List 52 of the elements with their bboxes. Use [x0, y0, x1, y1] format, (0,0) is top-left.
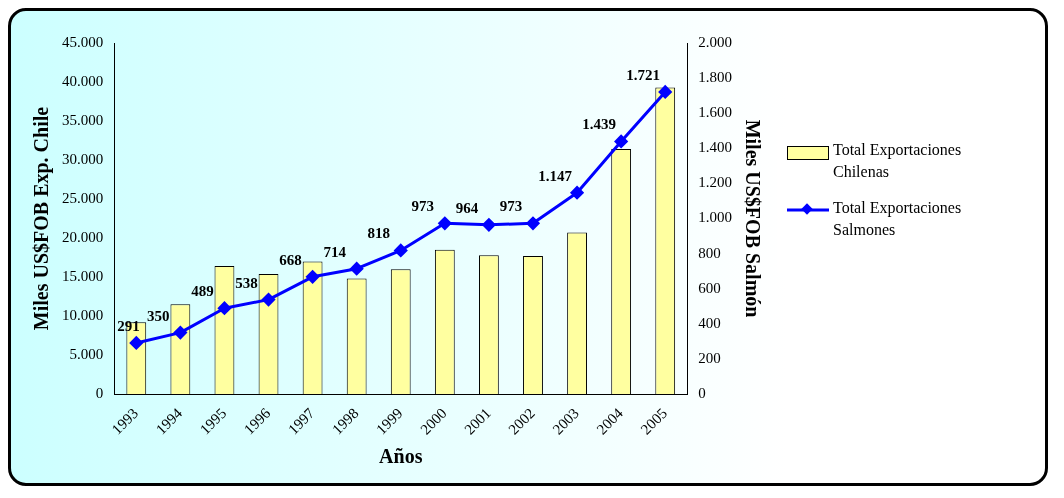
point [306, 270, 320, 284]
legend-label: Total Exportaciones Salmones [833, 198, 963, 240]
point [614, 134, 628, 148]
point [217, 301, 231, 315]
data-label: 350 [147, 307, 170, 324]
data-label: 1.147 [538, 167, 573, 184]
y2-tick-label: 800 [698, 244, 721, 261]
point [394, 243, 408, 257]
data-label: 818 [367, 225, 390, 242]
x-axis-title: Años [379, 445, 423, 468]
point [129, 336, 143, 350]
data-label: 538 [235, 274, 258, 291]
y-tick-label: 0 [95, 385, 104, 401]
point [570, 186, 584, 200]
data-label: 714 [323, 243, 347, 260]
y-tick-label: 20.000 [62, 228, 104, 245]
y2-tick-label: 600 [698, 279, 721, 296]
y-tick-label: 45.000 [62, 33, 104, 50]
y-axis-title: Miles US$FOB Exp. Chile [30, 106, 54, 331]
data-label: 668 [279, 251, 302, 268]
y2-axis-title: Miles US$FOB Salmón [741, 119, 764, 318]
point [482, 218, 496, 232]
y2-tick-label: 1.600 [698, 104, 732, 121]
y2-tick-label: 1.000 [698, 209, 732, 226]
y2-tick-label: 1.800 [698, 69, 732, 86]
text: Total Exportaciones Chilenas [833, 140, 963, 182]
point [350, 262, 364, 276]
y-tick-label: 40.000 [62, 72, 104, 89]
y-tick-label: 5.000 [69, 345, 104, 362]
point [262, 293, 276, 307]
y2-tick-label: 400 [698, 314, 721, 331]
point [658, 85, 672, 99]
point [526, 216, 540, 230]
data-label: 964 [455, 199, 479, 216]
y2-tick-label: 200 [698, 349, 721, 366]
data-label: 973 [499, 198, 523, 215]
data-label: 1.721 [626, 66, 661, 83]
y-tick-label: 10.000 [62, 306, 104, 323]
data-label: 489 [191, 283, 214, 300]
y-tick-label: 25.000 [62, 189, 104, 206]
point [438, 216, 452, 230]
y2-tick-label: 1.400 [698, 139, 732, 156]
y-tick-label: 35.000 [62, 111, 104, 128]
data-label: 291 [117, 317, 140, 334]
point [173, 326, 187, 340]
y2-tick-label: 1.200 [698, 174, 732, 191]
data-label: 973 [411, 198, 435, 215]
y2-tick-label: 0 [698, 385, 706, 401]
data-label: 1.439 [582, 116, 617, 133]
y-tick-label: 30.000 [62, 150, 104, 167]
y-tick-label: 15.000 [62, 267, 104, 284]
y2-tick-label: 2.000 [698, 33, 732, 50]
